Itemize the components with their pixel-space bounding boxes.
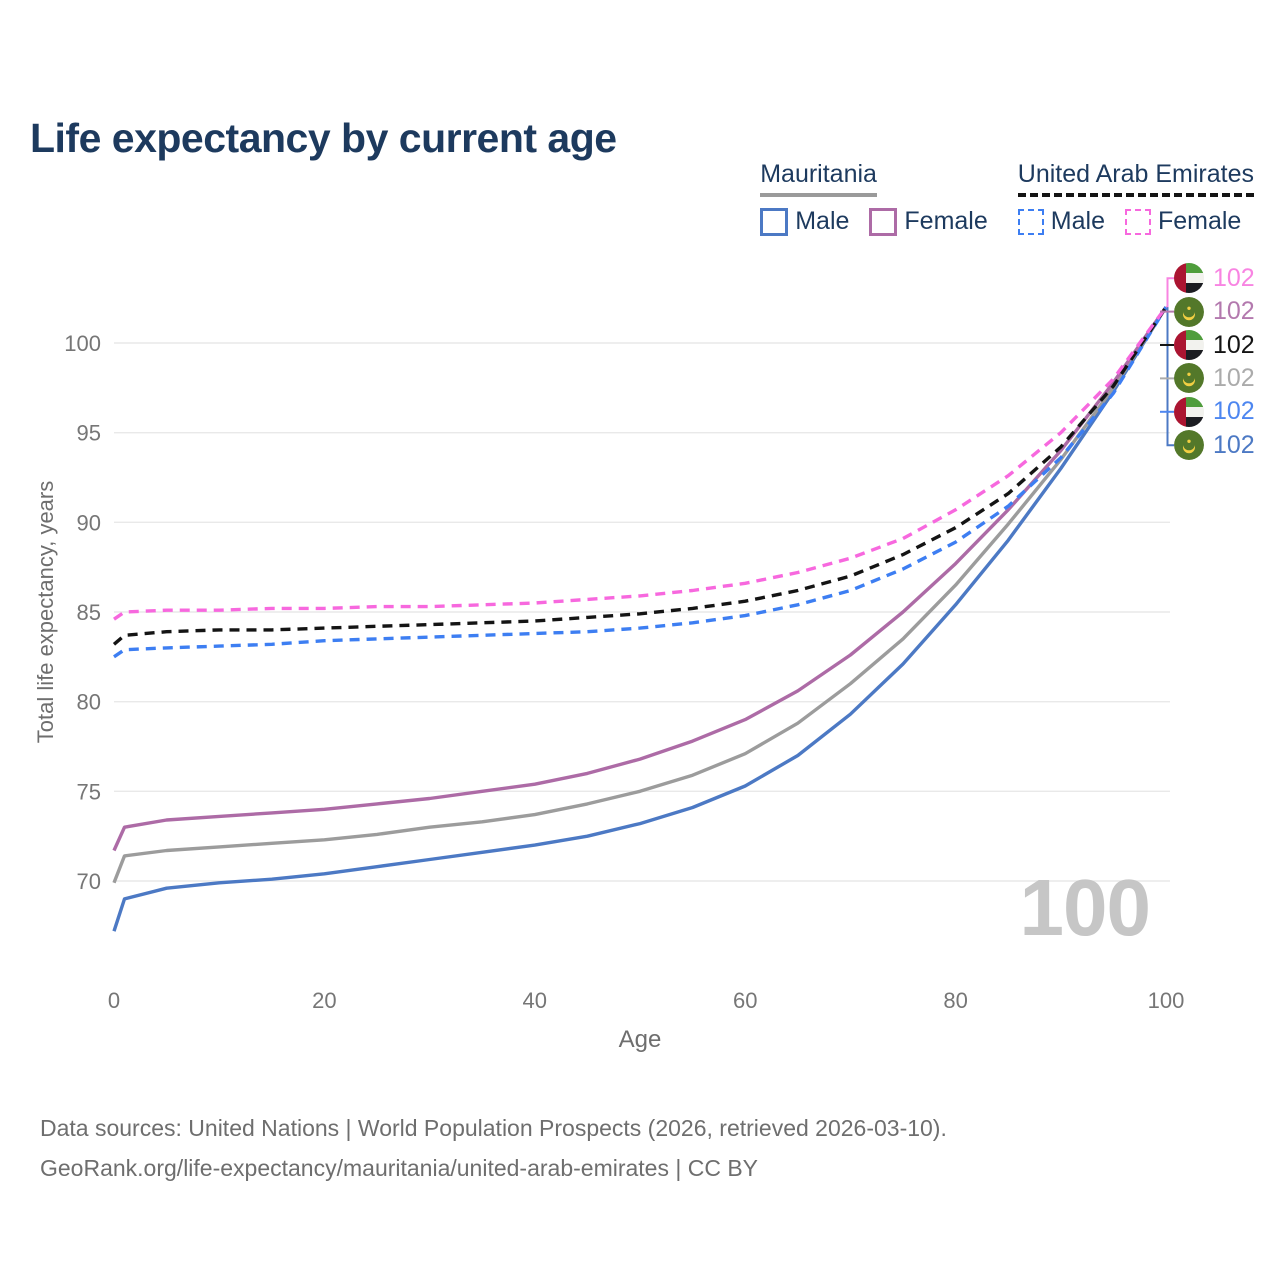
united-arab-emirates-flag-icon xyxy=(1174,330,1204,360)
end-label-value: 102 xyxy=(1213,430,1255,459)
legend-country-united-arab-emirates[interactable]: United Arab Emirates xyxy=(1017,160,1254,197)
x-tick-label: 80 xyxy=(943,988,967,1013)
hovered-age-watermark: 100 xyxy=(1019,863,1151,952)
y-tick-label: 75 xyxy=(77,779,101,804)
end-label-row: 102 xyxy=(1174,396,1255,427)
legend-item-united-arab-emirates-male[interactable]: Male xyxy=(1017,207,1105,236)
y-tick-label: 85 xyxy=(77,600,101,625)
line-mauritania-both-sexes[interactable] xyxy=(112,306,1168,884)
line-united-arab-emirates-male[interactable] xyxy=(113,306,1168,659)
footer: Data sources: United Nations | World Pop… xyxy=(40,1108,947,1188)
end-label-row: 102 xyxy=(1174,430,1255,461)
y-tick-label: 70 xyxy=(77,869,101,894)
line-mauritania-female[interactable] xyxy=(112,306,1168,852)
x-tick-label: 0 xyxy=(108,988,120,1013)
legend-swatch-icon xyxy=(760,207,789,236)
united-arab-emirates-flag-icon xyxy=(1174,396,1204,427)
united-arab-emirates-flag-icon xyxy=(1174,263,1204,294)
legend-group-mauritania: Mauritania Male Female xyxy=(760,160,988,236)
mauritania-flag-icon xyxy=(1174,430,1204,461)
x-tick-label: 20 xyxy=(312,988,336,1013)
legend-swatch-icon xyxy=(869,207,898,236)
legend-item-label: Male xyxy=(1050,207,1105,235)
end-label-value: 102 xyxy=(1213,297,1255,326)
legend-items: Male Female xyxy=(760,207,988,236)
end-label-value: 102 xyxy=(1213,263,1255,292)
end-label-row: 102 xyxy=(1174,363,1255,394)
end-connector-bottom xyxy=(1166,307,1174,447)
x-tick-label: 60 xyxy=(733,988,757,1013)
legend-items: Male Female xyxy=(1017,207,1242,236)
y-tick-label: 100 xyxy=(64,331,101,356)
x-tick-label: 40 xyxy=(523,988,547,1013)
footer-attribution: GeoRank.org/life-expectancy/mauritania/u… xyxy=(40,1155,759,1181)
x-tick-label: 100 xyxy=(1148,988,1185,1013)
y-tick-label: 95 xyxy=(77,421,101,446)
footer-data-sources: Data sources: United Nations | World Pop… xyxy=(40,1115,947,1141)
end-label-row: 102 xyxy=(1174,296,1255,327)
legend-item-united-arab-emirates-female[interactable]: Female xyxy=(1124,207,1242,236)
mauritania-flag-icon xyxy=(1174,363,1204,394)
y-tick-label: 80 xyxy=(77,690,101,715)
line-mauritania-male[interactable] xyxy=(112,306,1168,932)
legend-item-label: Female xyxy=(904,207,988,235)
end-label-value: 102 xyxy=(1213,397,1255,426)
legend-item-label: Female xyxy=(1157,207,1242,235)
end-label-value: 102 xyxy=(1213,363,1255,392)
legend: Mauritania Male Female United Arab Emirates… xyxy=(760,160,1254,236)
legend-swatch-icon xyxy=(1124,208,1151,235)
legend-item-label: Male xyxy=(795,207,850,235)
x-axis-title: Age xyxy=(618,1026,662,1053)
end-label-value: 102 xyxy=(1213,330,1255,359)
line-united-arab-emirates-female[interactable] xyxy=(113,306,1168,621)
end-label-row: 102 xyxy=(1174,330,1255,360)
end-label-row: 102 xyxy=(1174,263,1255,294)
page-title: Life expectancy by current age xyxy=(30,115,617,162)
end-connector-top xyxy=(1166,277,1174,309)
y-tick-label: 90 xyxy=(77,510,101,535)
line-united-arab-emirates-both-sexes[interactable] xyxy=(112,306,1168,646)
legend-group-united-arab-emirates: United Arab Emirates Male Female xyxy=(1017,160,1254,236)
mauritania-flag-icon xyxy=(1174,296,1204,327)
legend-item-mauritania-male[interactable]: Male xyxy=(760,207,849,236)
legend-swatch-icon xyxy=(1017,208,1044,235)
legend-country-mauritania[interactable]: Mauritania xyxy=(760,160,877,197)
legend-item-mauritania-female[interactable]: Female xyxy=(869,207,988,236)
y-axis-title: Total life expectancy, years xyxy=(33,480,58,744)
